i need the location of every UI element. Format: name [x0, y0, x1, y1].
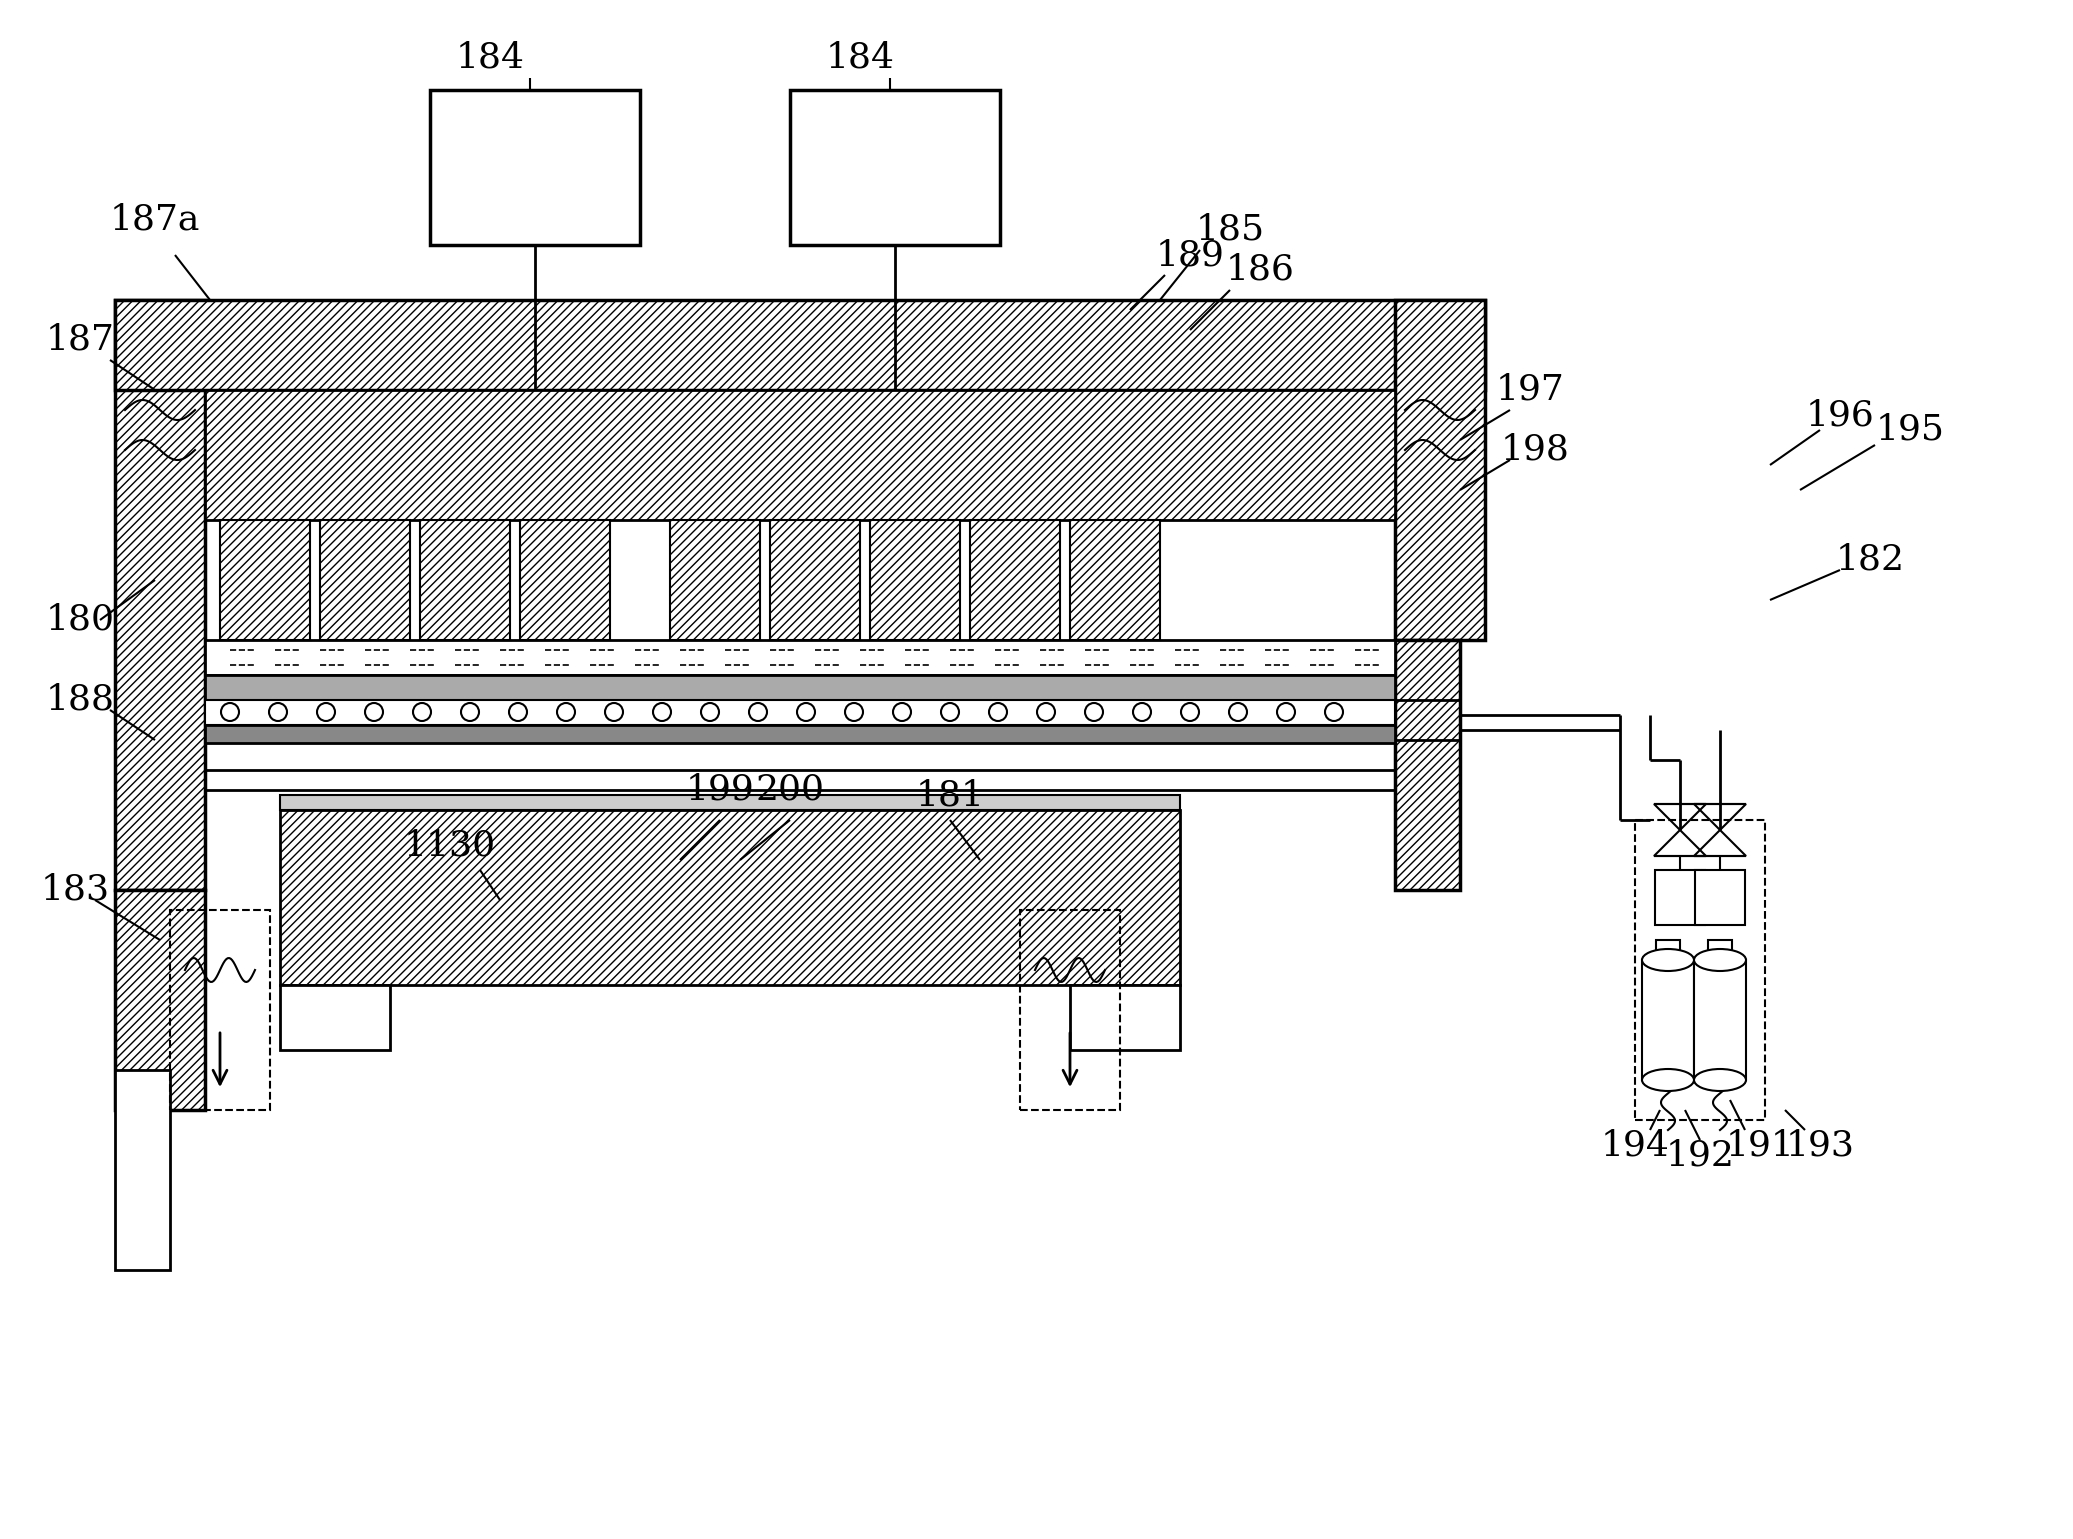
Text: 198: 198	[1501, 432, 1569, 466]
Ellipse shape	[1642, 950, 1694, 971]
Circle shape	[365, 703, 384, 720]
Bar	[1636, 820, 1764, 1120]
Bar	[114, 890, 205, 1110]
Bar	[1694, 960, 1745, 1080]
Circle shape	[1182, 703, 1198, 720]
Ellipse shape	[1694, 950, 1745, 971]
Text: 193: 193	[1785, 1128, 1855, 1162]
Circle shape	[989, 703, 1007, 720]
Circle shape	[510, 703, 527, 720]
Bar	[205, 389, 1395, 520]
Text: 191: 191	[1725, 1128, 1795, 1162]
Text: 184: 184	[825, 42, 896, 75]
Bar	[1020, 910, 1119, 1110]
Text: 187a: 187a	[110, 203, 201, 237]
Bar	[670, 520, 761, 640]
Circle shape	[1229, 703, 1248, 720]
Text: 185: 185	[1196, 212, 1265, 246]
Bar	[970, 520, 1059, 640]
Circle shape	[1277, 703, 1296, 720]
Bar	[421, 520, 510, 640]
Circle shape	[653, 703, 672, 720]
Bar	[1654, 870, 1704, 925]
Circle shape	[1134, 703, 1151, 720]
Text: 187: 187	[46, 323, 114, 357]
Bar	[319, 520, 410, 640]
Bar	[205, 700, 1395, 725]
Circle shape	[796, 703, 815, 720]
Bar	[205, 676, 1395, 700]
Bar	[170, 910, 269, 1110]
Circle shape	[460, 703, 479, 720]
Text: 189: 189	[1155, 239, 1225, 272]
Text: 192: 192	[1665, 1137, 1735, 1173]
Bar	[429, 89, 641, 245]
Bar	[205, 725, 1395, 743]
Circle shape	[1084, 703, 1103, 720]
Text: 183: 183	[41, 873, 110, 906]
Circle shape	[748, 703, 767, 720]
Bar	[871, 520, 960, 640]
Text: 195: 195	[1876, 412, 1944, 446]
Circle shape	[941, 703, 960, 720]
Text: 188: 188	[46, 683, 114, 717]
Bar	[769, 520, 860, 640]
Circle shape	[893, 703, 910, 720]
Bar	[1642, 960, 1694, 1080]
Bar	[520, 520, 609, 640]
Bar	[114, 300, 205, 890]
Text: 200: 200	[755, 773, 825, 806]
Text: 181: 181	[916, 779, 985, 813]
Bar	[1395, 300, 1484, 640]
Circle shape	[558, 703, 574, 720]
Bar	[205, 640, 1395, 676]
Circle shape	[413, 703, 431, 720]
Bar	[1656, 940, 1679, 960]
Bar	[790, 89, 999, 245]
Text: 184: 184	[456, 42, 524, 75]
Circle shape	[1036, 703, 1055, 720]
Bar	[280, 810, 1180, 985]
Circle shape	[269, 703, 286, 720]
Text: 1130: 1130	[404, 828, 495, 862]
Bar	[1395, 640, 1459, 890]
Ellipse shape	[1642, 1070, 1694, 1091]
Text: 182: 182	[1835, 543, 1905, 577]
Circle shape	[222, 703, 238, 720]
Bar	[1070, 520, 1161, 640]
Bar	[1070, 985, 1180, 1050]
Bar	[114, 1070, 170, 1270]
Text: 180: 180	[46, 603, 114, 637]
Bar	[1708, 940, 1733, 960]
Bar	[114, 300, 1484, 389]
Text: 194: 194	[1600, 1128, 1669, 1162]
Circle shape	[605, 703, 624, 720]
Bar	[280, 796, 1180, 810]
Text: 196: 196	[1806, 399, 1874, 432]
Circle shape	[1325, 703, 1343, 720]
Ellipse shape	[1694, 1070, 1745, 1091]
Text: 199: 199	[686, 773, 755, 806]
Circle shape	[701, 703, 719, 720]
Bar	[280, 985, 390, 1050]
Text: 197: 197	[1495, 372, 1565, 406]
Bar	[1696, 870, 1745, 925]
Bar	[220, 520, 311, 640]
Circle shape	[846, 703, 862, 720]
Circle shape	[317, 703, 336, 720]
Text: 186: 186	[1225, 252, 1294, 286]
